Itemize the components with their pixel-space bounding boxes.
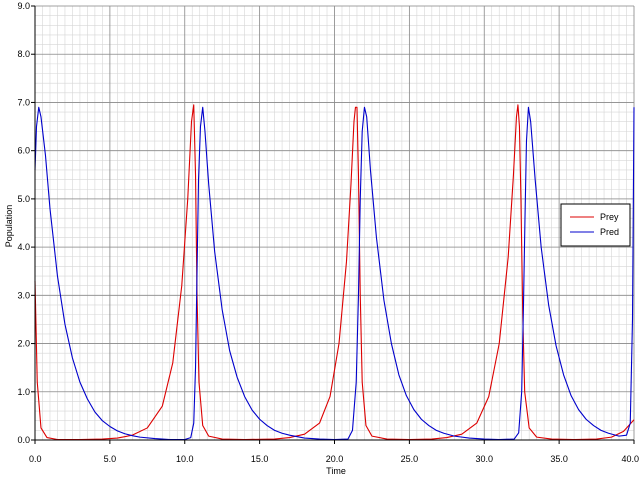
y-tick-label: 4.0 [17, 242, 30, 252]
y-tick-label: 3.0 [17, 290, 30, 300]
x-tick-label: 10.0 [176, 454, 194, 464]
x-tick-labels: 0.0 5.0 10.0 15.0 20.0 25.0 30.0 35.0 40.0 [29, 454, 639, 464]
y-tick-label: 9.0 [17, 1, 30, 11]
y-tick-label: 0.0 [17, 435, 30, 445]
y-tick-labels: 0.0 1.0 2.0 3.0 4.0 5.0 6.0 7.0 8.0 9.0 [17, 1, 30, 445]
x-tick-label: 35.0 [550, 454, 568, 464]
legend-label-prey: Prey [600, 212, 619, 222]
series-layer [34, 104, 635, 441]
major-grid [34, 5, 635, 441]
y-tick-label: 8.0 [17, 49, 30, 59]
y-tick-label: 6.0 [17, 146, 30, 156]
x-tick-label: 5.0 [104, 454, 117, 464]
legend-box [560, 203, 631, 247]
x-tick-label: 40.0 [621, 454, 639, 464]
axes [31, 5, 635, 444]
x-tick-label: 15.0 [251, 454, 269, 464]
legend-label-pred: Pred [600, 227, 619, 237]
y-axis-label: Population [4, 205, 14, 248]
y-tick-label: 5.0 [17, 194, 30, 204]
x-tick-label: 20.0 [326, 454, 344, 464]
series-line-pred [34, 106, 635, 441]
y-tick-label: 1.0 [17, 387, 30, 397]
y-tick-label: 7.0 [17, 97, 30, 107]
x-axis-label: Time [326, 466, 346, 476]
y-tick-label: 2.0 [17, 339, 30, 349]
series-line-prey [34, 104, 635, 441]
x-tick-label: 25.0 [401, 454, 419, 464]
legend: Prey Pred [560, 203, 631, 247]
x-tick-label: 0.0 [29, 454, 42, 464]
x-tick-label: 30.0 [475, 454, 493, 464]
